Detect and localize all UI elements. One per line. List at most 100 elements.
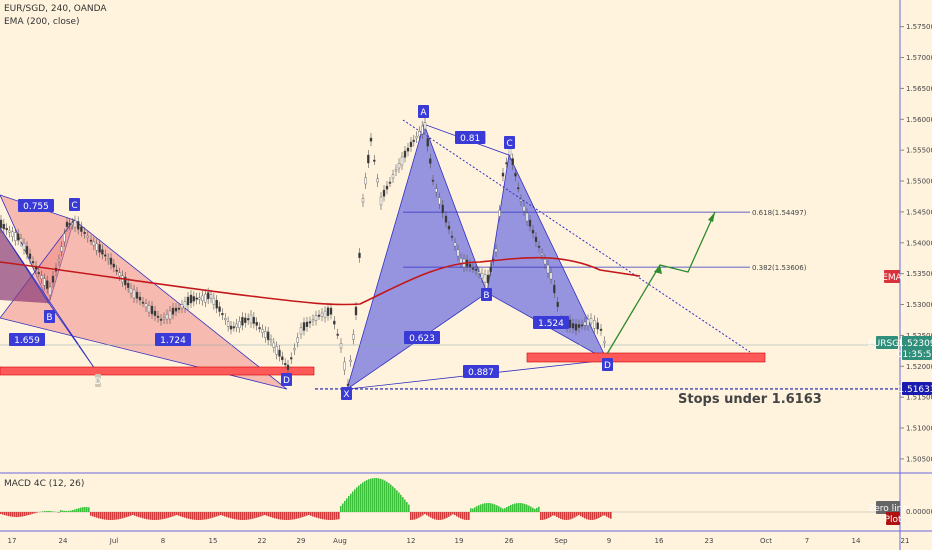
ratio-label-0755-bg (18, 199, 54, 212)
candle-body (346, 383, 350, 386)
macd-bar (478, 505, 480, 512)
ratio-label-1659: 1.659 (14, 336, 40, 346)
point-label-c: C (506, 139, 512, 149)
macd-bar (2, 512, 4, 515)
point-label-d-left-faint: D (95, 377, 102, 387)
macd-bar (50, 511, 52, 512)
macd-bar (96, 512, 98, 518)
point-label-a: A (420, 108, 427, 118)
macd-bar (550, 512, 552, 517)
macd-bar (518, 503, 520, 512)
candle-body (204, 293, 207, 303)
candle-body (447, 225, 451, 230)
macd-bar (160, 512, 162, 520)
macd-bar (428, 512, 430, 517)
macd-bar (156, 512, 158, 520)
macd-bar (460, 512, 462, 519)
macd-bar (200, 512, 202, 520)
macd-bar (560, 512, 562, 519)
candle-body (501, 172, 505, 177)
macd-bar (536, 507, 538, 512)
candle-body (43, 278, 46, 286)
macd-bar (176, 512, 178, 516)
macd-bar (86, 507, 88, 512)
macd-bar (68, 510, 70, 512)
macd-bar (122, 512, 124, 519)
candle-body (162, 317, 166, 320)
point-label-x-bg (341, 387, 352, 400)
macd-bar (596, 512, 598, 519)
macd-bar (260, 512, 262, 517)
macd-bar (412, 512, 414, 520)
candle-body (180, 304, 184, 309)
macd-bar (148, 512, 150, 520)
candle-body (438, 197, 441, 205)
macd-bar (254, 512, 256, 519)
macd-bar (150, 512, 152, 520)
candle-body (71, 222, 74, 225)
macd-bar (380, 478, 382, 512)
candle-body (586, 319, 590, 326)
candle-body (505, 162, 508, 165)
macd-bar (246, 512, 248, 520)
candle-body (235, 323, 238, 328)
candle-body (144, 303, 148, 308)
time-tick-label: 14 (852, 537, 861, 545)
macd-bar (416, 512, 418, 519)
candle-body (104, 254, 107, 257)
candle-body (589, 318, 593, 324)
macd-bar (570, 512, 572, 520)
macd-bar (348, 496, 350, 512)
macd-bar (130, 512, 132, 516)
macd-bar (554, 512, 556, 516)
candle-body (124, 276, 127, 286)
macd-bar (498, 506, 500, 512)
candle-body (132, 289, 136, 299)
projection-arrow-head-2 (654, 265, 662, 274)
candle-body (293, 348, 296, 351)
macd-bar (566, 512, 568, 520)
macd-bar (352, 491, 354, 512)
time-tick-label: 29 (297, 537, 306, 545)
macd-bar (204, 512, 206, 520)
macd-bar (222, 512, 224, 516)
candle-body (16, 233, 20, 241)
macd-bar (218, 512, 220, 516)
macd-bar (138, 512, 140, 518)
macd-bar (144, 512, 146, 519)
macd-bar (466, 512, 468, 520)
macd-bar (334, 512, 336, 520)
macd-bar (590, 512, 592, 520)
point-label-b-bg (481, 288, 492, 301)
macd-tick-label: 0.00000 (906, 508, 932, 516)
time-tick-label: Jul (109, 537, 119, 545)
macd-bar (598, 512, 600, 519)
macd-bar (284, 512, 286, 520)
candle-body (397, 162, 401, 169)
macd-bar (100, 512, 102, 519)
macd-bar (252, 512, 254, 519)
candle-body (534, 236, 538, 243)
macd-bar (198, 512, 200, 520)
candle-body (531, 229, 535, 234)
fib-618-label: 0.618(1.54497) (752, 209, 807, 217)
candle-body (189, 294, 193, 304)
macd-bar (258, 512, 260, 518)
candle-body (80, 226, 83, 232)
macd-bar (46, 511, 48, 512)
macd-bar (180, 512, 182, 517)
candle-body (198, 297, 201, 300)
macd-bar (306, 512, 308, 516)
macd-bar (18, 512, 20, 517)
candle-body (511, 158, 514, 166)
macd-bar (124, 512, 126, 518)
candle-body (429, 158, 432, 164)
macd-bar (406, 502, 408, 512)
macd-bar (94, 512, 96, 518)
candle-body (339, 343, 343, 349)
macd-bar (318, 512, 320, 519)
candle-body (400, 156, 404, 166)
macd-bar (238, 512, 240, 520)
candle-body (406, 147, 410, 152)
